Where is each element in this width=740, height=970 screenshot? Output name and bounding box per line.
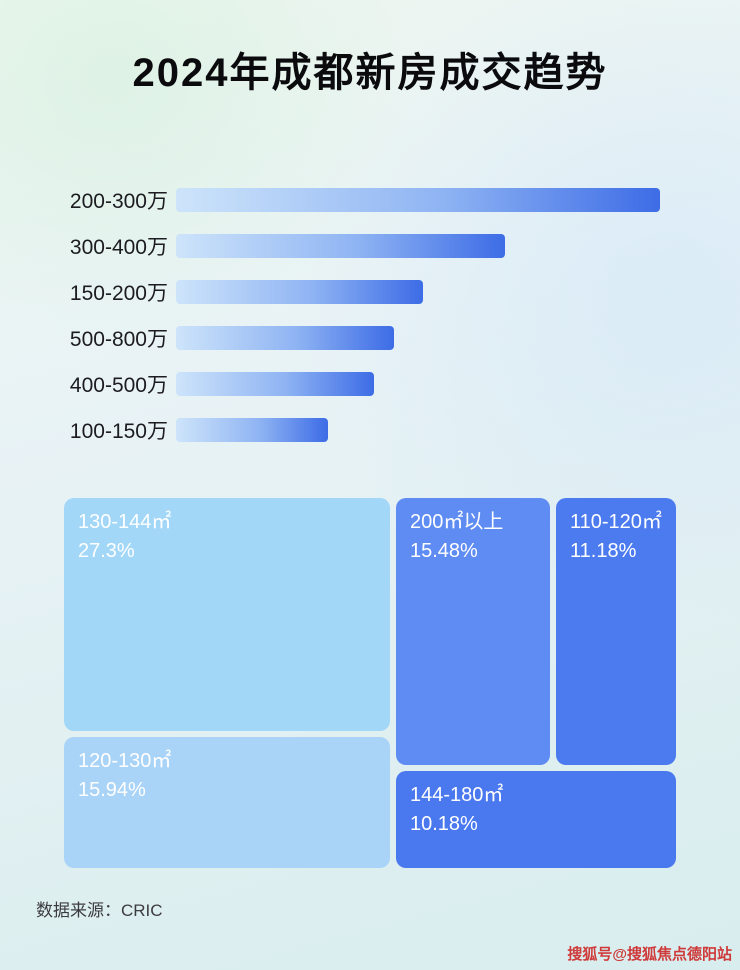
bar-300-400 [176, 234, 506, 258]
treemap-block-value: 15.48% [410, 540, 478, 562]
treemap-block-144-180: 144-180㎡ 10.18% [396, 771, 676, 868]
bar-track [176, 188, 660, 212]
treemap-block-120-130: 120-130㎡ 15.94% [64, 737, 390, 868]
treemap-block-label: 110-120㎡ [570, 511, 662, 533]
treemap-block-200-plus: 200㎡以上 15.48% [396, 498, 550, 765]
treemap-block-label: 144-180㎡ [410, 784, 504, 806]
bar-category-label: 150-200万 [69, 282, 168, 305]
treemap-block-130-144: 130-144㎡ 27.3% [64, 498, 390, 731]
bar-track [176, 418, 660, 442]
bar-category-label: 500-800万 [69, 328, 168, 351]
bar-100-150 [176, 418, 329, 442]
bar-150-200 [176, 280, 423, 304]
bar-row: 200-300万 [40, 177, 700, 223]
data-source-note: 数据来源：CRIC [36, 901, 163, 920]
bar-400-500 [176, 372, 375, 396]
treemap-block-value: 10.18% [410, 813, 478, 835]
bar-track [176, 326, 660, 350]
area-share-treemap: 130-144㎡ 27.3% 120-130㎡ 15.94% 200㎡以上 15… [64, 498, 676, 868]
bar-row: 500-800万 [40, 315, 700, 361]
bar-row: 100-150万 [40, 407, 700, 453]
treemap-block-label: 200㎡以上 [410, 511, 504, 533]
treemap-block-value: 11.18% [570, 540, 637, 562]
page-title: 2024年成都新房成交趋势 [132, 51, 608, 95]
bar-category-label: 300-400万 [69, 236, 168, 259]
bar-200-300 [176, 188, 660, 212]
bar-row: 150-200万 [40, 269, 700, 315]
treemap-block-value: 15.94% [78, 779, 146, 801]
bar-track [176, 372, 660, 396]
bar-500-800 [176, 326, 394, 350]
treemap-block-110-120: 110-120㎡ 11.18% [556, 498, 676, 765]
bar-category-label: 100-150万 [69, 420, 168, 443]
treemap-block-value: 27.3% [78, 540, 135, 562]
bar-track [176, 280, 660, 304]
bar-row: 300-400万 [40, 223, 700, 269]
treemap-block-label: 120-130㎡ [78, 750, 172, 772]
bar-track [176, 234, 660, 258]
price-band-bar-chart: 200-300万 300-400万 150-200万 500-800万 400- [40, 177, 700, 453]
bar-row: 400-500万 [40, 361, 700, 407]
bar-category-label: 400-500万 [69, 374, 168, 397]
watermark: 搜狐号@搜狐焦点德阳站 [567, 946, 732, 963]
bar-category-label: 200-300万 [69, 190, 168, 213]
treemap-block-label: 130-144㎡ [78, 511, 172, 533]
